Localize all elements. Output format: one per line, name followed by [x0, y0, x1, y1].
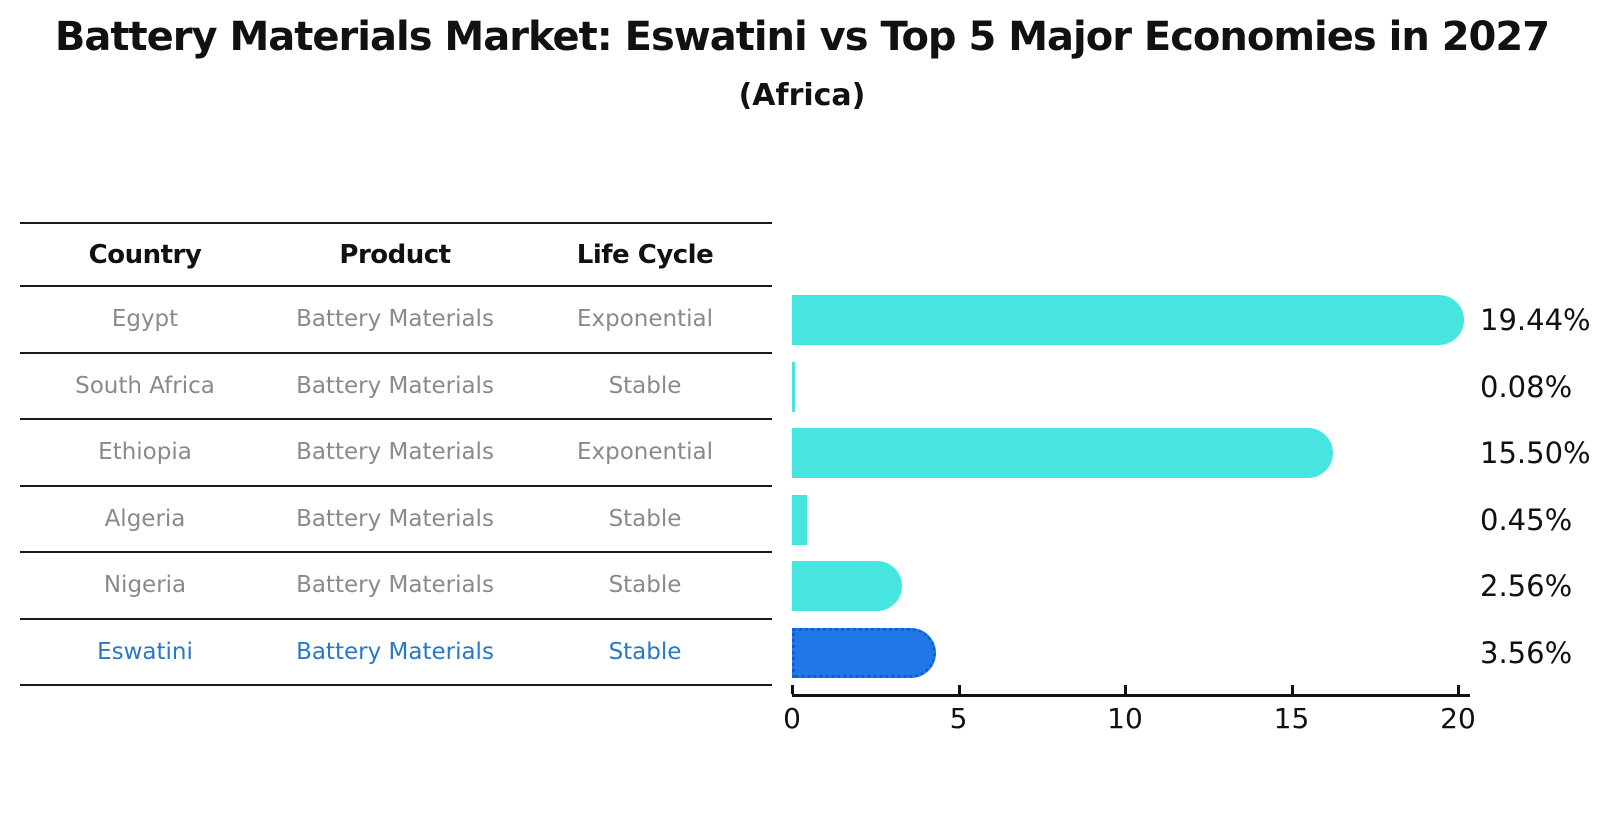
country-table: Country Product Life Cycle Egypt Battery… — [20, 222, 772, 686]
x-axis-tick — [1290, 685, 1294, 694]
value-label-nigeria: 2.56% — [1480, 569, 1573, 603]
life-cycle-cell: Stable — [608, 372, 682, 399]
country-cell: Egypt — [111, 306, 179, 333]
value-label-eswatini: 3.56% — [1480, 635, 1573, 670]
value-label-south-africa: 0.08% — [1480, 369, 1573, 404]
country-cell: Nigeria — [103, 572, 187, 599]
life-cycle-cell: Exponential — [576, 439, 713, 466]
bar-row-south-africa: 0.08% — [792, 354, 1604, 421]
bar-row-nigeria: 2.56% — [792, 553, 1604, 620]
bar-eswatini — [792, 627, 936, 678]
bar-south-africa — [792, 361, 795, 412]
column-header-product: Product — [339, 239, 451, 270]
table-row-eswatini: Eswatini Battery Materials Stable — [20, 620, 772, 686]
chart-title: Battery Materials Market: Eswatini vs To… — [54, 14, 1550, 60]
x-axis-tick — [1124, 685, 1127, 694]
country-cell: Algeria — [104, 505, 186, 532]
product-cell: Battery Materials — [296, 306, 494, 333]
table-row-egypt: Egypt Battery Materials Exponential — [20, 287, 772, 354]
table-row-ethiopia: Ethiopia Battery Materials Exponential — [20, 420, 772, 487]
value-label-ethiopia: 15.50% — [1480, 436, 1591, 470]
chart-subtitle: (Africa) — [738, 78, 866, 113]
bar-row-eswatini: 3.56% — [792, 620, 1604, 687]
bar-plot-area: 19.44% 0.08% 15.50% 0.45% 2.56% 3.56% — [792, 287, 1604, 686]
product-cell: Battery Materials — [296, 372, 494, 399]
x-tick-label: 15 — [1273, 702, 1310, 735]
table-header-row: Country Product Life Cycle — [20, 222, 772, 287]
country-cell: South Africa — [75, 372, 215, 399]
bar-egypt — [792, 295, 1465, 345]
country-cell: Ethiopia — [98, 439, 192, 466]
column-header-life-cycle: Life Cycle — [576, 239, 714, 270]
life-cycle-cell: Stable — [608, 638, 682, 665]
value-label-algeria: 0.45% — [1480, 502, 1573, 537]
life-cycle-cell: Exponential — [576, 306, 713, 333]
column-header-country: Country — [88, 239, 202, 270]
bar-row-algeria: 0.45% — [792, 487, 1604, 554]
bar-row-ethiopia: 15.50% — [792, 420, 1604, 487]
bar-ethiopia — [792, 428, 1334, 478]
table-row-algeria: Algeria Battery Materials Stable — [20, 487, 772, 553]
x-tick-label: 0 — [783, 702, 801, 735]
product-cell: Battery Materials — [296, 505, 494, 532]
x-axis-line — [792, 694, 1470, 697]
x-tick-label: 10 — [1107, 702, 1143, 735]
bar-row-egypt: 19.44% — [792, 287, 1604, 354]
value-label-egypt: 19.44% — [1480, 303, 1591, 337]
bar-nigeria — [792, 561, 903, 611]
product-cell: Battery Materials — [296, 572, 494, 599]
life-cycle-cell: Stable — [608, 572, 682, 599]
country-cell: Eswatini — [97, 638, 193, 665]
bar-algeria — [792, 494, 807, 545]
x-axis-tick — [957, 685, 961, 694]
x-axis-tick — [791, 685, 794, 694]
x-tick-label: 5 — [949, 702, 968, 735]
table-row-south-africa: South Africa Battery Materials Stable — [20, 354, 772, 420]
life-cycle-cell: Stable — [608, 505, 682, 532]
x-axis-tick — [1457, 685, 1460, 694]
x-tick-label: 20 — [1440, 702, 1476, 735]
product-cell: Battery Materials — [296, 439, 494, 466]
product-cell: Battery Materials — [296, 638, 494, 665]
table-row-nigeria: Nigeria Battery Materials Stable — [20, 553, 772, 620]
